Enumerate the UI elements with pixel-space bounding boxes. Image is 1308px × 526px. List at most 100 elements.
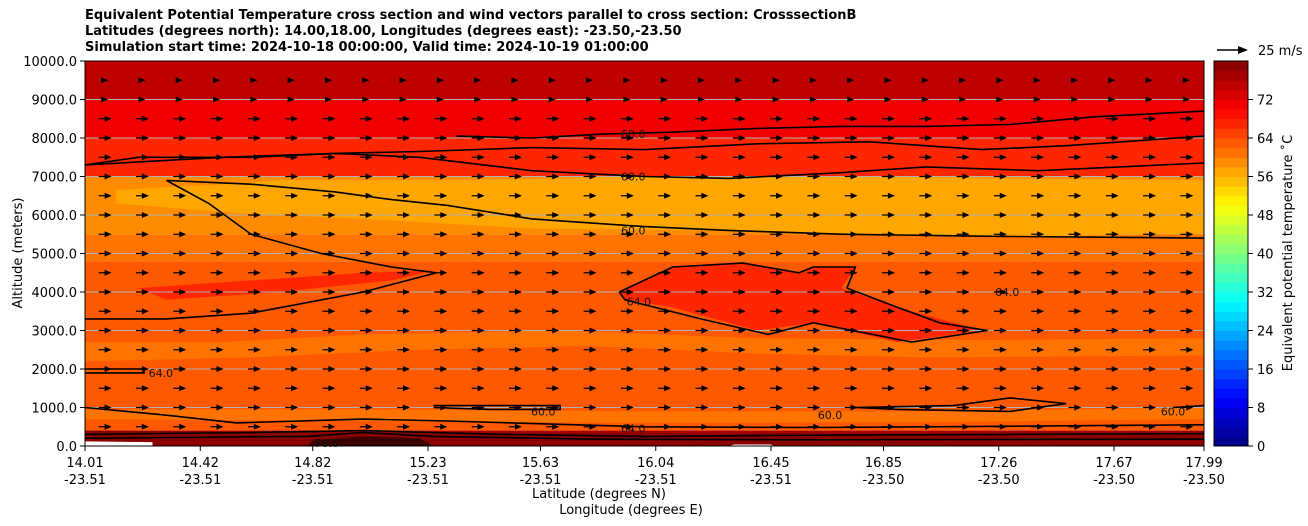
wind-vector-437 [732, 154, 746, 161]
wind-vector-275 [285, 250, 299, 257]
wind-vector-561 [884, 77, 892, 84]
wind-vector-221 [508, 289, 522, 295]
wind-vector-head [216, 404, 224, 411]
wind-vector-229 [807, 289, 821, 295]
wind-vector-head [962, 173, 970, 180]
wind-vector-182 [173, 308, 187, 315]
wind-vector-head [738, 231, 746, 238]
wind-vector-293 [956, 250, 970, 257]
wind-vector-101 [508, 366, 522, 372]
wind-vector-head [589, 212, 597, 218]
wind-vector-head [887, 404, 895, 411]
wind-vector-head [962, 231, 970, 238]
wind-vector-177 [1105, 327, 1119, 334]
wind-vector-head [253, 404, 261, 411]
wind-vector-head [1037, 366, 1045, 372]
wind-vector-head [175, 96, 183, 103]
wind-vector-head [253, 269, 261, 276]
wind-vector-head [514, 346, 522, 353]
wind-vector-65 [285, 385, 299, 392]
wind-vector-475 [1031, 135, 1045, 141]
wind-vector-397 [359, 173, 373, 180]
colorbar-tick-label-4: 32 [1257, 286, 1274, 301]
wind-vector-311 [508, 231, 522, 238]
wind-vector-493 [583, 115, 597, 122]
y-tick-label-4: 4000.0 [32, 286, 78, 301]
y-axis: 0.0 1000.0 2000.0 3000.0 4000.0 5000.0 6000.0 7… [23, 55, 85, 455]
wind-vector-head [589, 269, 597, 276]
wind-vector-head [925, 154, 933, 161]
wind-vector-head [962, 385, 970, 392]
wind-vector-445 [1031, 154, 1045, 161]
wind-vector-head [253, 115, 261, 122]
wind-vector-83 [956, 385, 970, 392]
wind-vector-357 [1105, 212, 1119, 218]
wind-vector-287 [732, 250, 746, 257]
wind-vector-140 [844, 346, 858, 353]
wind-vector-head [179, 308, 187, 315]
wind-vector-head [1186, 192, 1194, 199]
wind-vector-66 [322, 385, 336, 392]
wind-vector-149 [1180, 346, 1194, 353]
wind-vector-head [738, 346, 746, 353]
wind-vector-head [1074, 308, 1082, 315]
wind-vector-23 [956, 423, 970, 430]
wind-vector-head [1186, 423, 1194, 430]
wind-vector-42 [546, 404, 560, 411]
wind-vector-34 [247, 404, 261, 411]
wind-vector-head [623, 96, 631, 103]
wind-vector-232 [919, 289, 933, 295]
wind-vector-308 [397, 231, 411, 238]
wind-vector-head [999, 423, 1007, 430]
wind-vector-head [1186, 308, 1194, 315]
wind-vector-head [291, 327, 299, 334]
wind-vector-head [813, 269, 821, 276]
wind-vector-head [850, 173, 858, 180]
wind-vector-head [664, 192, 672, 199]
wind-vector-head [738, 173, 746, 180]
wind-vector-160 [471, 327, 485, 334]
colorbar-swatch-34 [1214, 272, 1248, 283]
wind-vector-482 [173, 115, 187, 122]
wind-vector-head [999, 135, 1007, 141]
wind-vector-head [1111, 366, 1119, 372]
wind-vector-450 [98, 135, 112, 141]
wind-vector-head [514, 173, 522, 180]
wind-vector-208 [1143, 308, 1157, 315]
wind-vector-394 [247, 173, 261, 180]
wind-vector-470 [844, 135, 858, 141]
wind-vector-187 [359, 308, 373, 315]
contour-line-76-low [85, 431, 1204, 441]
wind-vector-head [291, 346, 299, 353]
wind-vector-109 [807, 366, 821, 372]
colorbar-swatch-6 [1214, 407, 1248, 418]
wind-vector-518 [399, 96, 407, 103]
wind-vector-head [436, 77, 444, 84]
wind-vector-head [511, 96, 519, 103]
wind-vector-498 [770, 115, 784, 122]
wind-vector-head [179, 154, 187, 161]
x-tick-label-lat-10: 17.99 [1185, 456, 1222, 471]
colorbar-swatch-42 [1214, 234, 1248, 245]
wind-vector-head [962, 212, 970, 218]
wind-vector-head [660, 77, 668, 84]
wind-vector-386 [1068, 192, 1082, 199]
wind-vector-head [813, 346, 821, 353]
wind-vector-144 [993, 346, 1007, 353]
wind-vector-17 [732, 423, 746, 430]
wind-vector-head [253, 366, 261, 372]
wind-vector-head [589, 385, 597, 392]
wind-vector-325 [1031, 231, 1045, 238]
colorbar-swatch-24 [1214, 320, 1248, 331]
wind-vector-head [925, 366, 933, 372]
wind-vector-312 [546, 231, 560, 238]
wind-vector-244 [247, 269, 261, 276]
wind-vector-head [999, 250, 1007, 257]
wind-vector-195 [658, 308, 672, 315]
wind-vector-511 [138, 96, 146, 103]
wind-vector-230 [844, 289, 858, 295]
x-tick-label-lat-1: 14.42 [182, 456, 219, 471]
wind-vector-head [813, 135, 821, 141]
wind-vector-head [477, 154, 485, 161]
wind-vector-head [104, 135, 112, 141]
